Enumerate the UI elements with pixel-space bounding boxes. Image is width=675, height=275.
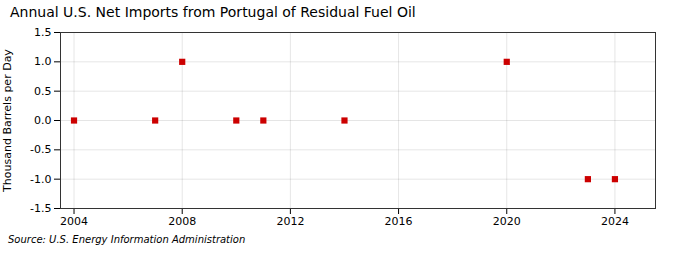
- svg-text:0.0: 0.0: [34, 114, 52, 127]
- svg-text:0.5: 0.5: [34, 85, 52, 98]
- svg-text:2020: 2020: [493, 215, 521, 228]
- svg-text:2012: 2012: [276, 215, 304, 228]
- svg-text:2004: 2004: [60, 215, 88, 228]
- svg-text:-0.5: -0.5: [30, 143, 51, 156]
- svg-text:1.0: 1.0: [34, 55, 52, 68]
- svg-text:-1.0: -1.0: [30, 173, 51, 186]
- svg-text:1.5: 1.5: [34, 26, 52, 39]
- html-text:Annual U.S. Net Imports from P: Annual U.S. Net Imports from Portugal of…: [10, 4, 416, 20]
- svg-text:2008: 2008: [168, 215, 196, 228]
- svg-text:2024: 2024: [601, 215, 629, 228]
- svg-text:2016: 2016: [385, 215, 413, 228]
- html-text:Source: U.S. Energy Informatio: Source: U.S. Energy Information Administ…: [8, 234, 246, 245]
- svg-text:Thousand Barrels per Day: Thousand Barrels per Day: [1, 49, 14, 193]
- svg-text:-1.5: -1.5: [30, 202, 51, 215]
